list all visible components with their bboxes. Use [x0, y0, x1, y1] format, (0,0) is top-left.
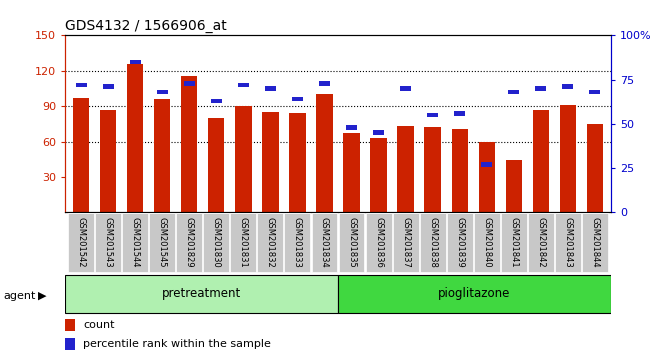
Bar — [373, 130, 384, 135]
Bar — [130, 59, 140, 64]
Bar — [481, 162, 492, 167]
Bar — [319, 81, 330, 86]
Text: GSM201843: GSM201843 — [564, 217, 572, 268]
Bar — [184, 81, 195, 86]
Bar — [289, 113, 306, 212]
Bar — [532, 110, 549, 212]
Bar — [370, 138, 387, 212]
Bar — [311, 213, 337, 272]
Bar — [427, 113, 438, 118]
Text: GSM201840: GSM201840 — [482, 217, 491, 268]
Bar — [211, 98, 222, 103]
Text: count: count — [83, 320, 114, 330]
Bar — [230, 213, 256, 272]
Bar — [424, 127, 441, 212]
Bar — [400, 86, 411, 91]
Bar — [65, 338, 75, 350]
Bar — [587, 124, 603, 212]
Bar — [393, 213, 419, 272]
Bar — [103, 84, 114, 89]
Bar — [343, 133, 359, 212]
Bar — [257, 213, 283, 272]
Bar — [100, 110, 116, 212]
Bar — [590, 90, 600, 95]
Text: GSM201835: GSM201835 — [347, 217, 356, 268]
Bar — [265, 86, 276, 91]
Text: GSM201844: GSM201844 — [590, 217, 599, 268]
Bar — [397, 126, 413, 212]
Bar — [562, 84, 573, 89]
Bar — [235, 106, 252, 212]
Bar — [478, 142, 495, 212]
Text: agent: agent — [3, 291, 36, 301]
Text: GSM201543: GSM201543 — [104, 217, 112, 268]
Bar — [339, 213, 365, 272]
Bar — [508, 90, 519, 95]
Text: GSM201832: GSM201832 — [266, 217, 275, 268]
Text: GSM201841: GSM201841 — [509, 217, 518, 268]
Bar — [68, 213, 94, 272]
Bar — [203, 213, 229, 272]
Text: ▶: ▶ — [38, 291, 46, 301]
Bar — [555, 213, 580, 272]
Bar — [96, 213, 121, 272]
Bar — [154, 99, 170, 212]
Bar — [157, 90, 168, 95]
Bar — [285, 213, 311, 272]
Bar — [365, 213, 391, 272]
Bar — [181, 75, 198, 212]
Bar — [447, 213, 473, 272]
Bar — [73, 98, 89, 212]
Bar — [560, 105, 576, 212]
Bar — [582, 213, 608, 272]
Text: GSM201830: GSM201830 — [212, 217, 221, 268]
Text: GSM201837: GSM201837 — [401, 217, 410, 268]
Bar — [65, 275, 338, 313]
Bar — [528, 213, 554, 272]
Bar — [65, 319, 75, 331]
Bar — [536, 86, 546, 91]
Bar — [506, 160, 522, 212]
Text: GSM201829: GSM201829 — [185, 217, 194, 268]
Bar — [208, 118, 224, 212]
Text: GSM201542: GSM201542 — [77, 217, 86, 268]
Text: pioglitazone: pioglitazone — [438, 287, 511, 300]
Text: pretreatment: pretreatment — [162, 287, 241, 300]
Bar — [420, 213, 446, 272]
Text: GSM201834: GSM201834 — [320, 217, 329, 268]
Bar — [122, 213, 148, 272]
Bar — [338, 275, 611, 313]
Bar — [76, 82, 86, 87]
Text: GSM201839: GSM201839 — [455, 217, 464, 268]
Text: GSM201545: GSM201545 — [158, 217, 167, 268]
Bar — [317, 95, 333, 212]
Bar — [176, 213, 202, 272]
Text: GSM201544: GSM201544 — [131, 217, 140, 268]
Text: GSM201831: GSM201831 — [239, 217, 248, 268]
Bar — [500, 213, 526, 272]
Bar — [454, 111, 465, 116]
Text: GSM201833: GSM201833 — [293, 217, 302, 268]
Text: GSM201836: GSM201836 — [374, 217, 383, 268]
Bar — [452, 129, 468, 212]
Text: GSM201838: GSM201838 — [428, 217, 437, 268]
Text: percentile rank within the sample: percentile rank within the sample — [83, 339, 271, 349]
Bar — [150, 213, 176, 272]
Bar — [238, 82, 249, 87]
Text: GSM201842: GSM201842 — [536, 217, 545, 268]
Bar — [292, 97, 303, 102]
Bar — [127, 64, 144, 212]
Bar — [474, 213, 500, 272]
Text: GDS4132 / 1566906_at: GDS4132 / 1566906_at — [65, 19, 227, 33]
Bar — [263, 112, 279, 212]
Bar — [346, 125, 357, 130]
